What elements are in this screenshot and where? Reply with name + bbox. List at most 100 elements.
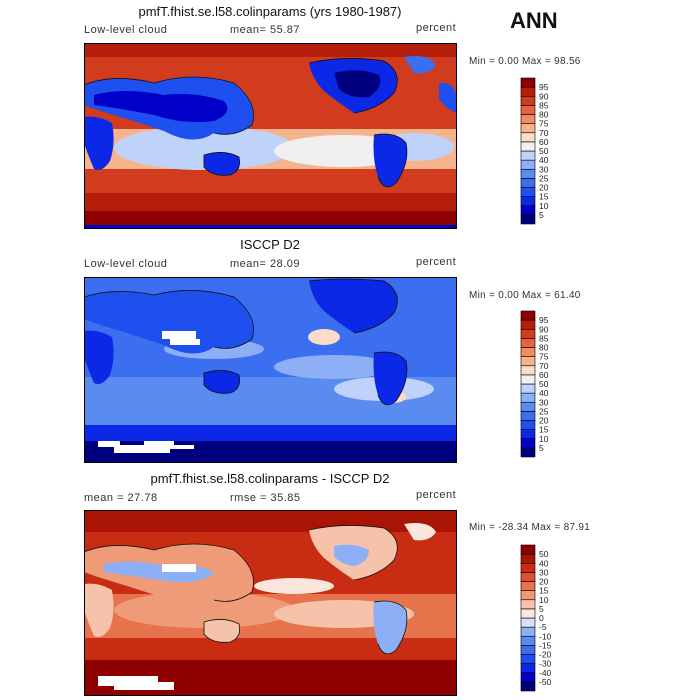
colorbar-tick-label: 50 bbox=[539, 549, 549, 559]
colorbar-tick-label: -10 bbox=[539, 631, 552, 641]
colorbar-tick-label: 75 bbox=[539, 119, 549, 129]
panel1-mean-label: mean= 55.87 bbox=[230, 24, 301, 36]
colorbar-tick-label: 60 bbox=[539, 137, 549, 147]
colorbar-tick-label: 15 bbox=[539, 586, 549, 596]
panel3-title: pmfT.fhist.se.l58.colinparams - ISCCP D2 bbox=[150, 471, 390, 486]
colorbar-swatch bbox=[520, 196, 536, 207]
colorbar-swatch bbox=[520, 635, 536, 646]
colorbar-swatch bbox=[520, 581, 536, 591]
colorbar-tick-label: 15 bbox=[539, 192, 549, 202]
colorbar-tick-label: 30 bbox=[539, 567, 549, 577]
colorbar-tick-label: -20 bbox=[539, 650, 552, 660]
colorbar-swatch bbox=[520, 347, 536, 357]
panel2-units-label: percent bbox=[416, 256, 457, 268]
panel2-mean-label: mean= 28.09 bbox=[230, 258, 301, 270]
panel1-title: pmfT.fhist.se.l58.colinparams (yrs 1980-… bbox=[138, 4, 402, 19]
colorbar-swatch bbox=[520, 86, 536, 97]
colorbar-swatch bbox=[520, 365, 536, 376]
colorbar-swatch bbox=[520, 608, 536, 619]
colorbar-swatch bbox=[520, 105, 536, 115]
colorbar-tick-label: 40 bbox=[539, 155, 549, 165]
colorbar-tick-label: 50 bbox=[539, 379, 549, 389]
colorbar-tick-label: 70 bbox=[539, 361, 549, 371]
colorbar-tick-label: 15 bbox=[539, 425, 549, 435]
colorbar-swatch bbox=[520, 420, 536, 430]
colorbar-swatch bbox=[520, 544, 536, 555]
colorbar-swatch bbox=[520, 95, 536, 106]
panel1-variable-label: Low-level cloud bbox=[84, 24, 168, 36]
colorbar-swatch bbox=[520, 150, 536, 161]
colorbar-tick-label: -50 bbox=[539, 677, 552, 687]
colorbar-tick-label: 90 bbox=[539, 324, 549, 334]
colorbar-swatch bbox=[520, 654, 536, 664]
panel3-mean-label: mean = 27.78 bbox=[84, 492, 158, 504]
colorbar-tick-label: 90 bbox=[539, 91, 549, 101]
season-label: ANN bbox=[510, 8, 558, 33]
colorbar-swatch bbox=[520, 617, 536, 628]
colorbar-swatch bbox=[520, 310, 536, 321]
colorbar-swatch bbox=[520, 159, 536, 170]
colorbar-swatch bbox=[520, 214, 536, 225]
colorbar-tick-label: 95 bbox=[539, 315, 549, 325]
panel2-map bbox=[84, 277, 457, 463]
colorbar-swatch bbox=[520, 645, 536, 655]
colorbar-tick-label: 80 bbox=[539, 110, 549, 120]
panel2-title: ISCCP D2 bbox=[240, 237, 300, 252]
colorbar-swatch bbox=[520, 663, 536, 674]
colorbar-tick-label: 25 bbox=[539, 406, 549, 416]
colorbar-swatch bbox=[520, 672, 536, 683]
panel1-range-label: Min = 0.00 Max = 98.56 bbox=[469, 56, 581, 67]
colorbar-tick-label: 10 bbox=[539, 595, 549, 605]
colorbar-tick-label: 5 bbox=[539, 604, 544, 614]
colorbar-swatch bbox=[520, 562, 536, 573]
panel2-variable-label: Low-level cloud bbox=[84, 258, 168, 270]
colorbar-tick-label: 80 bbox=[539, 343, 549, 353]
colorbar-swatch bbox=[520, 328, 536, 339]
colorbar-tick-label: 0 bbox=[539, 613, 544, 623]
colorbar-swatch bbox=[520, 383, 536, 394]
colorbar-tick-label: 25 bbox=[539, 173, 549, 183]
colorbar-tick-label: 40 bbox=[539, 558, 549, 568]
colorbar-tick-label: 10 bbox=[539, 434, 549, 444]
colorbar-tick-label: 5 bbox=[539, 443, 544, 453]
colorbar-swatch bbox=[520, 356, 536, 367]
panel3-units-label: percent bbox=[416, 489, 457, 501]
colorbar-tick-label: -5 bbox=[539, 622, 547, 632]
colorbar-swatch bbox=[520, 429, 536, 440]
colorbar-tick-label: 70 bbox=[539, 128, 549, 138]
colorbar-swatch bbox=[520, 590, 536, 601]
colorbar-swatch bbox=[520, 553, 536, 564]
colorbar-tick-label: 85 bbox=[539, 333, 549, 343]
panel2-range-label: Min = 0.00 Max = 61.40 bbox=[469, 290, 581, 301]
colorbar-tick-label: 20 bbox=[539, 577, 549, 587]
panel3-map bbox=[84, 510, 457, 696]
colorbar-swatch bbox=[520, 168, 536, 179]
colorbar-tick-label: 10 bbox=[539, 201, 549, 211]
panel3-range-label: Min = -28.34 Max = 87.91 bbox=[469, 522, 591, 533]
colorbar-swatch bbox=[520, 392, 536, 403]
colorbar-swatch bbox=[520, 123, 536, 134]
colorbar-tick-label: 5 bbox=[539, 210, 544, 220]
colorbar-swatch bbox=[520, 438, 536, 449]
colorbar-swatch bbox=[520, 411, 536, 421]
colorbar-swatch bbox=[520, 77, 536, 88]
colorbar-tick-label: 75 bbox=[539, 352, 549, 362]
colorbar-swatch bbox=[520, 205, 536, 216]
colorbar-swatch bbox=[520, 187, 536, 197]
colorbar-swatch bbox=[520, 319, 536, 330]
colorbar-tick-label: 85 bbox=[539, 100, 549, 110]
panel3-rmse-label: rmse = 35.85 bbox=[230, 492, 301, 504]
panel1-units-label: percent bbox=[416, 22, 457, 34]
colorbar-swatch bbox=[520, 114, 536, 124]
colorbar-tick-label: 60 bbox=[539, 370, 549, 380]
colorbar-tick-label: -30 bbox=[539, 659, 552, 669]
colorbar-swatch bbox=[520, 599, 536, 610]
colorbar-swatch bbox=[520, 572, 536, 582]
colorbar-tick-label: -15 bbox=[539, 640, 552, 650]
colorbar-tick-label: 50 bbox=[539, 146, 549, 156]
colorbar-tick-label: 95 bbox=[539, 82, 549, 92]
colorbar-tick-label: -40 bbox=[539, 668, 552, 678]
